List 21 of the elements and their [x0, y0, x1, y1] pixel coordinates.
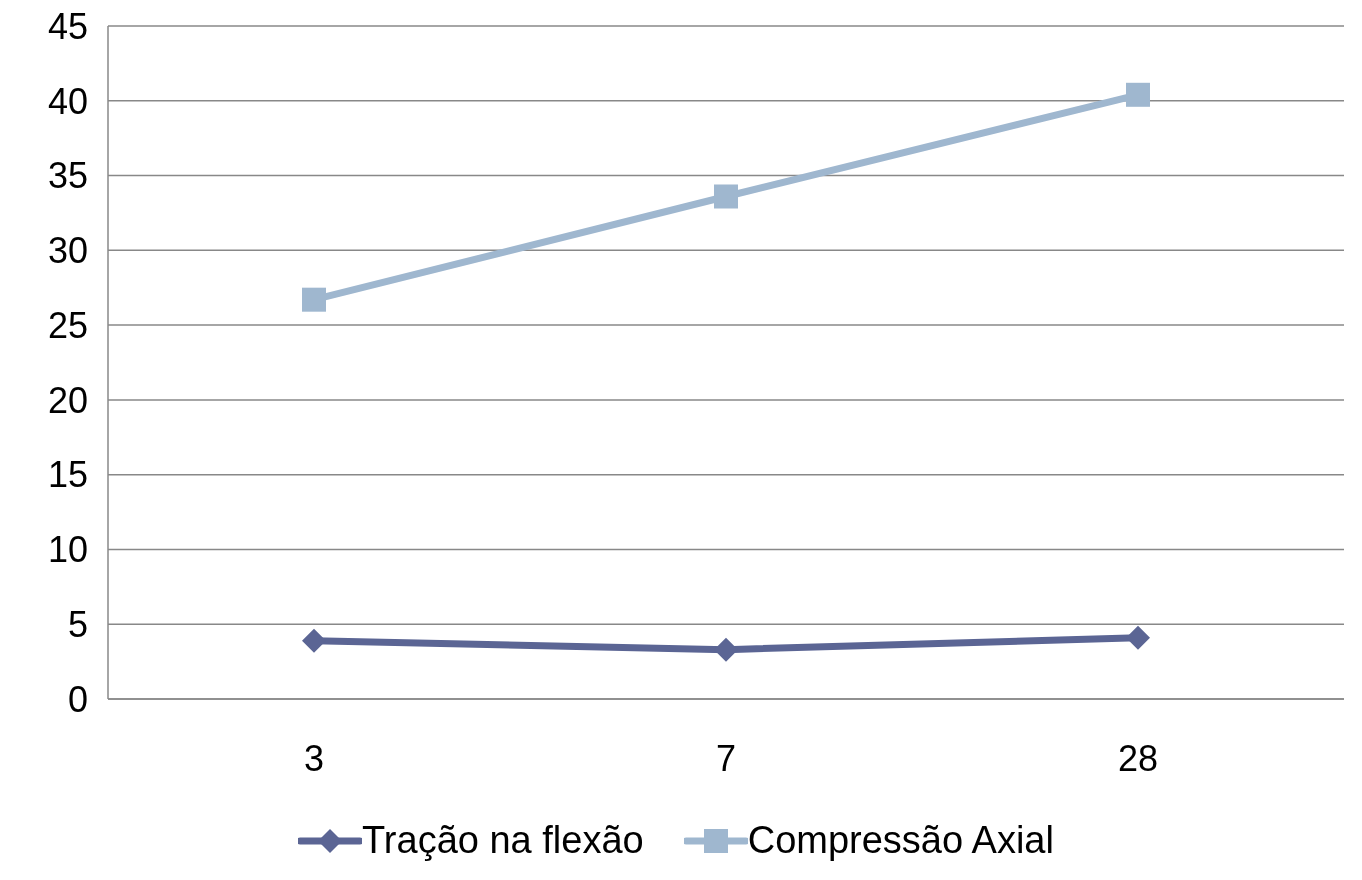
- y-tick-label: 25: [47, 304, 88, 346]
- y-tick-label: 45: [47, 5, 88, 47]
- legend-label: Compressão Axial: [747, 819, 1054, 862]
- y-tick-label: 5: [67, 604, 88, 645]
- y-tick-label: 30: [47, 230, 88, 272]
- y-tick-label: 40: [47, 80, 88, 122]
- point: [1126, 82, 1150, 107]
- point: [714, 184, 738, 209]
- x-tick-label: 3: [303, 737, 325, 779]
- y-tick-label: 20: [47, 379, 88, 421]
- point: [302, 287, 326, 312]
- y-tick-label: 15: [47, 454, 88, 496]
- y-tick-label: 10: [47, 529, 88, 571]
- y-tick-label: 35: [47, 155, 88, 197]
- point: [302, 628, 326, 653]
- legend-label: Tração na flexão: [362, 819, 644, 862]
- y-tick-label: 0: [67, 678, 88, 720]
- point: [1126, 625, 1150, 650]
- point: [714, 637, 738, 662]
- x-tick-label: 7: [715, 737, 737, 779]
- x-tick-label: 28: [1117, 737, 1159, 779]
